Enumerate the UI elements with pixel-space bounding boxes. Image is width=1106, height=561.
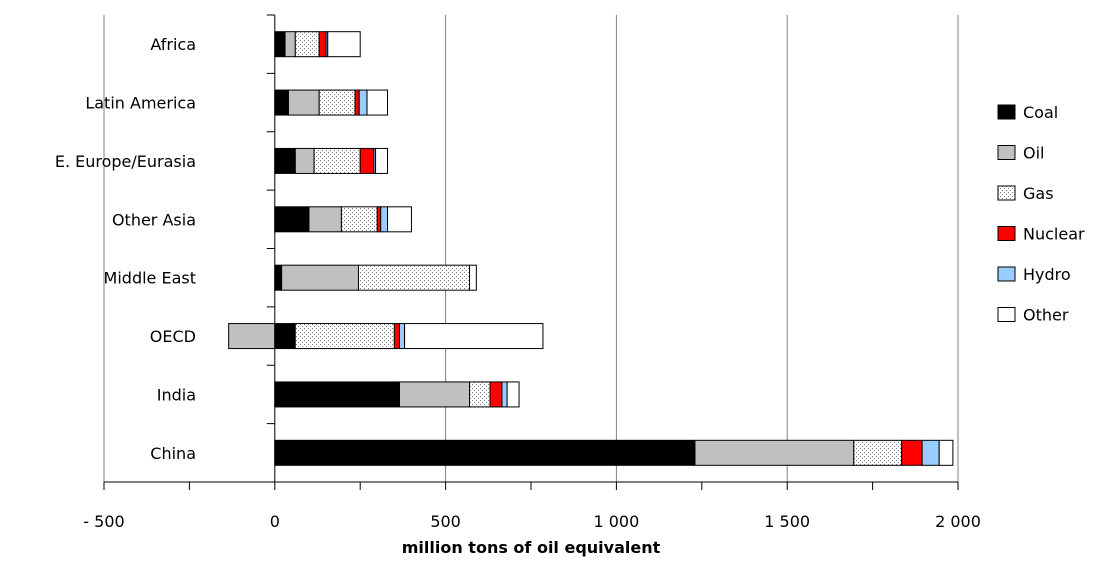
x-tick-label: - 500: [83, 512, 124, 531]
bar-segment-hydro: [921, 439, 940, 466]
category-label: Africa: [150, 35, 196, 54]
bar-segment-other: [506, 381, 520, 408]
category-label: China: [150, 444, 196, 463]
bar-segment-other: [387, 206, 412, 233]
bar-segment-other: [469, 264, 477, 291]
legend-swatch-hydro: [997, 266, 1016, 282]
legend-swatch-other: [997, 307, 1016, 322]
bar-segment-oil: [398, 381, 471, 408]
bar-segment-nuclear: [354, 89, 360, 116]
legend-swatch-gas: [997, 185, 1016, 201]
bar-segment-oil: [284, 31, 296, 58]
x-tick-label: 500: [430, 512, 461, 531]
x-tick-label: 1 000: [593, 512, 639, 531]
category-label: OECD: [150, 327, 196, 346]
labels: Africa Latin America E. Europe/Eurasia Othe…: [55, 35, 981, 557]
gridlines: [103, 15, 959, 482]
bar-segment-nuclear: [359, 147, 375, 174]
bar-segment-hydro: [398, 323, 406, 350]
bar-segment-gas: [853, 439, 903, 466]
legend-label-gas: Gas: [1023, 184, 1054, 203]
bar-segment-gas: [469, 381, 491, 408]
bar-segment-oil: [294, 147, 315, 174]
legend-swatch-nuclear: [997, 226, 1016, 241]
bar-segment-gas: [318, 89, 356, 116]
bar-segment-hydro: [358, 89, 368, 116]
category-label: Middle East: [104, 269, 196, 288]
bar-segment-coal: [274, 323, 296, 350]
bar-segment-nuclear: [318, 31, 327, 58]
bar-segment-hydro: [380, 206, 389, 233]
legend-swatch-oil: [997, 145, 1016, 160]
bar-segment-gas: [313, 147, 361, 174]
bars: [228, 31, 954, 466]
bar-segment-coal: [274, 31, 286, 58]
bar-segment-oil: [287, 89, 320, 116]
bar-segment-gas: [294, 323, 395, 350]
bar-segment-oil: [694, 439, 855, 466]
bar-segment-nuclear: [393, 323, 400, 350]
bar-segment-oil: [308, 206, 342, 233]
legend-label-coal: Coal: [1023, 103, 1058, 122]
legend-label-nuclear: Nuclear: [1023, 225, 1085, 244]
bar-segment-coal: [274, 439, 696, 466]
bar-segment-gas: [294, 31, 320, 58]
bar-segment-coal: [274, 206, 310, 233]
bar-segment-other: [938, 439, 954, 466]
legend-swatch-coal: [997, 104, 1016, 120]
x-tick-label: 0: [270, 512, 280, 531]
bar-segment-nuclear: [901, 439, 923, 466]
bar-segment-gas: [340, 206, 378, 233]
bar-segment-other: [366, 89, 389, 116]
legend-label-other: Other: [1023, 306, 1069, 325]
bar-segment-nuclear: [376, 206, 382, 233]
legend: Coal Oil Gas Nuclear Hydro Other: [997, 103, 1085, 325]
legend-label-oil: Oil: [1023, 144, 1044, 163]
bar-segment-coal: [274, 89, 289, 116]
category-label: E. Europe/Eurasia: [55, 152, 196, 171]
bar-segment-oil: [228, 323, 276, 350]
x-tick-label: 1 500: [764, 512, 810, 531]
bar-segment-coal: [274, 147, 296, 174]
bar-segment-hydro: [501, 381, 508, 408]
bar-segment-other: [375, 147, 389, 174]
bar-segment-coal: [274, 381, 400, 408]
bar-segment-other: [327, 31, 361, 58]
x-tick-label: 2 000: [935, 512, 981, 531]
bar-segment-gas: [357, 264, 471, 291]
axes: [103, 14, 959, 490]
bar-segment-other: [404, 323, 544, 350]
category-label: India: [157, 385, 196, 404]
bar-segment-coal: [274, 264, 283, 291]
legend-label-hydro: Hydro: [1023, 265, 1071, 284]
x-axis-title: million tons of oil equivalent: [402, 538, 661, 557]
bar-segment-oil: [281, 264, 359, 291]
category-label: Other Asia: [112, 210, 196, 229]
category-label: Latin America: [85, 94, 196, 113]
bar-segment-nuclear: [489, 381, 503, 408]
